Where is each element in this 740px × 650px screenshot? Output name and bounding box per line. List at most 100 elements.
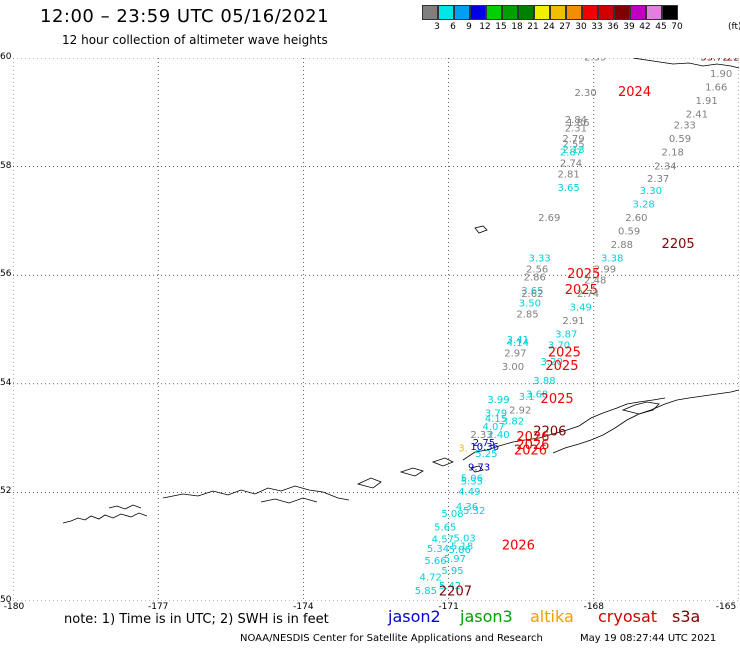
- nunivak-coast: [632, 58, 739, 69]
- aleutian-andreanof: [260, 497, 318, 504]
- color-scale-unit: (ft): [728, 22, 740, 32]
- wave-height-label: 5.18: [451, 541, 473, 552]
- wave-height-label: 2.48: [584, 275, 606, 286]
- color-swatch: [646, 5, 662, 20]
- color-swatch: [502, 5, 518, 20]
- wave-height-label: 33.72: [700, 58, 729, 64]
- latitude-label: 56: [0, 269, 12, 280]
- unimak-island: [621, 401, 660, 415]
- color-scale-tick: 33: [591, 22, 603, 32]
- wave-height-label: 2.75: [473, 438, 495, 449]
- latitude-label: 58: [0, 160, 12, 171]
- credit-line: NOAA/NESDIS Center for Satellite Applica…: [240, 633, 543, 644]
- pass-time-label: 2024: [618, 85, 651, 100]
- footnote: note: 1) Time is in UTC; 2) SWH is in fe…: [64, 612, 329, 627]
- color-scale-tick: 6: [450, 22, 456, 32]
- wave-height-label: 5.86: [449, 545, 471, 556]
- color-swatch: [582, 5, 598, 20]
- pass-time-label: 2026: [502, 538, 535, 553]
- color-swatch: [566, 5, 582, 20]
- aleutian-western-islands: [62, 512, 148, 524]
- wave-height-label: 5.33: [461, 476, 483, 487]
- wave-height-label: 2.88: [611, 240, 633, 251]
- aleutian-islands-4: [356, 477, 382, 489]
- page-title: 12:00 – 23:59 UTC 05/16/2021: [40, 6, 330, 27]
- pass-time-label: 2025: [567, 267, 600, 282]
- color-scale-labels: 3 6 9 12 15 18 21 24 27 30 33 36 39 42 45 70: [422, 22, 740, 34]
- generated-timestamp: May 19 08:27:44 UTC 2021: [580, 633, 717, 644]
- wave-height-label: 2.13: [562, 145, 584, 156]
- wave-height-label: 2.37: [647, 174, 669, 185]
- wave-height-label: 3.65: [521, 286, 543, 297]
- wave-height-label: 4.72: [420, 572, 442, 583]
- wave-height-label: 3.38: [601, 254, 623, 265]
- color-scale-tick: 15: [495, 22, 507, 32]
- wave-height-label: 5.34: [427, 544, 449, 555]
- wave-height-label: 2.56: [526, 264, 548, 275]
- color-scale-bar: [422, 5, 678, 20]
- wave-height-label: 3.87: [555, 330, 577, 341]
- color-swatch: [422, 5, 438, 20]
- wave-height-label: 5.95: [441, 566, 463, 577]
- pass-time-label: 2025: [541, 392, 574, 407]
- color-scale-tick: 18: [511, 22, 523, 32]
- color-swatch: [550, 5, 566, 20]
- wave-height-label: 3.20: [541, 357, 563, 368]
- longitude-label: -168: [583, 602, 605, 612]
- color-scale-tick: 42: [639, 22, 651, 32]
- wave-height-label: 4.15: [485, 414, 507, 425]
- wave-height-label: 220: [727, 58, 739, 64]
- peninsula-north-shore: [602, 397, 666, 414]
- longitude-label: -174: [293, 602, 314, 612]
- longitude-label: -171: [438, 602, 459, 612]
- mission-s3a: s3a: [672, 607, 701, 626]
- wave-height-label: 1.66: [705, 83, 727, 94]
- color-swatch: [598, 5, 614, 20]
- map-panel[interactable]: 2.39 33.72220 1.90 1.66 2.30 2024 1.91 2.41 2.84…: [13, 58, 739, 601]
- wave-height-label: 2.99: [594, 264, 616, 275]
- wave-height-label: 3.30: [640, 186, 662, 197]
- wave-height-label: 3.82: [502, 417, 524, 428]
- wave-height-label: 3.: [458, 444, 468, 455]
- color-scale-tick: 39: [623, 22, 635, 32]
- wave-height-label: 5.85: [415, 586, 437, 597]
- color-scale-tick: 12: [479, 22, 491, 32]
- wave-height-label: 2.86: [524, 273, 546, 284]
- map-canvas[interactable]: 2.39 33.72220 1.90 1.66 2.30 2024 1.91 2.41 2.84…: [13, 58, 739, 601]
- wave-height-label: 2.97: [504, 349, 526, 360]
- aleutian-rat-islands: [108, 504, 142, 510]
- wave-height-label: 2.74: [560, 159, 582, 170]
- pass-time-label: 2205: [662, 237, 695, 252]
- wave-height-label: 3.1: [519, 392, 535, 403]
- color-swatch: [518, 5, 534, 20]
- umnak-unalaska: [462, 412, 604, 461]
- mission-jason3: jason3: [460, 607, 513, 626]
- color-swatch: [438, 5, 454, 20]
- wave-height-label: 2.92: [509, 406, 531, 417]
- wave-height-label: 5.97: [444, 554, 466, 565]
- wave-height-label: 2.62: [521, 289, 543, 300]
- wave-height-label: 3.88: [533, 376, 555, 387]
- color-swatch: [470, 5, 486, 20]
- wave-height-label: 2.91: [562, 316, 584, 327]
- wave-height-label: 5.06: [461, 474, 483, 485]
- wave-height-label: 3.68: [526, 389, 548, 400]
- wave-height-label: 2.33: [470, 430, 492, 441]
- wave-height-label: 3.79: [485, 408, 507, 419]
- wave-height-label: 5.08: [441, 509, 463, 520]
- wave-height-label: 2.74: [577, 289, 599, 300]
- wave-height-label: 3.41: [507, 335, 529, 346]
- wave-height-label: 4.14: [507, 338, 529, 349]
- pass-time-label: 2206: [533, 424, 566, 439]
- alaska-peninsula: [552, 389, 739, 454]
- wave-height-label: 0.59: [618, 226, 640, 237]
- wave-height-label: 3.99: [487, 395, 509, 406]
- wave-height-label: 4.07: [482, 422, 504, 433]
- wave-height-label: 2.31: [565, 123, 587, 134]
- color-scale-tick: 21: [527, 22, 539, 32]
- wave-height-label: 2.18: [662, 148, 684, 159]
- aleutian-islands-5: [399, 467, 424, 477]
- wave-height-label: 5.65: [434, 522, 456, 533]
- wave-height-label: 10.36: [470, 442, 499, 453]
- color-scale-tick: 27: [559, 22, 571, 32]
